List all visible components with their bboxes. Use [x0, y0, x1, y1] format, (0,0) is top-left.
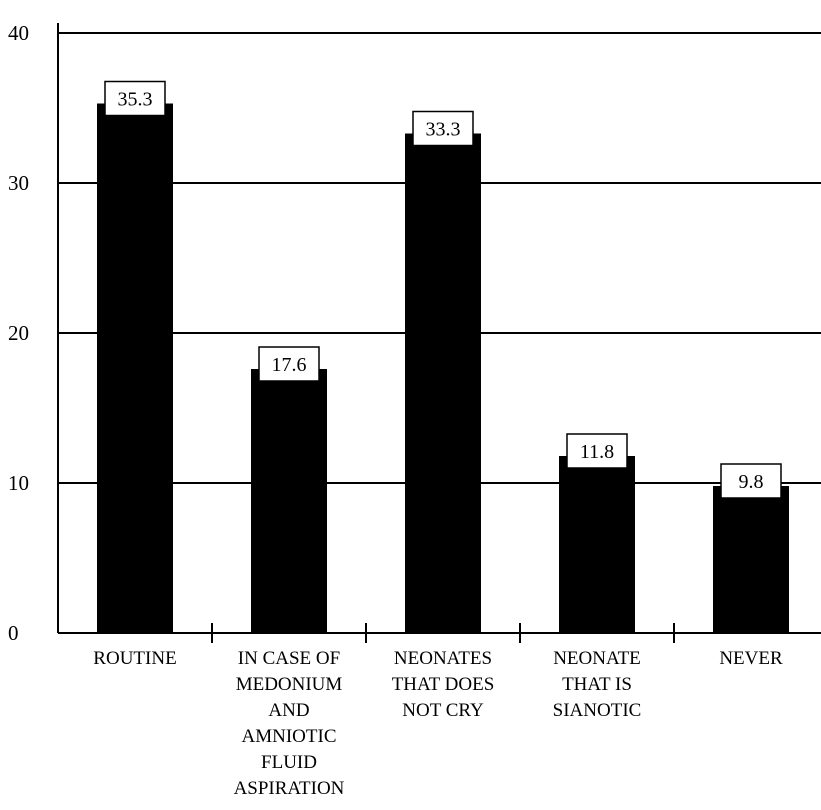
data-label-box	[566, 433, 628, 469]
category-label-line: THAT DOES	[392, 674, 495, 695]
data-label: 17.6	[272, 354, 307, 376]
category-label: IN CASE OF MEDONIUM AND AMNIOTIC FLUID ASPIRA…	[234, 648, 345, 799]
labels: 0 10 20 30 40 35.3 ROUTINE 17.6 IN CASE OF MEDONI…	[8, 21, 783, 799]
bar	[559, 456, 635, 633]
category-label-line: AMNIOTIC	[242, 726, 337, 747]
data-label-box	[258, 346, 320, 382]
category-label-line: MEDONIUM	[236, 674, 343, 695]
data-label-box	[412, 110, 474, 147]
bar	[251, 369, 327, 633]
y-tick-label: 30	[8, 171, 29, 195]
y-tick-label: 40	[8, 21, 29, 45]
data-label: 33.3	[426, 119, 461, 141]
y-tick-label: 10	[8, 471, 29, 495]
data-label-box	[720, 463, 782, 499]
category-label-line: FLUID	[261, 752, 317, 773]
category-label-line: IN CASE OF	[238, 648, 340, 669]
category-label-line: SIANOTIC	[553, 700, 642, 721]
data-label: 35.3	[118, 89, 153, 111]
category-label-line: NEONATES	[394, 648, 492, 669]
y-tick-label: 0	[8, 621, 19, 645]
category-label-line: ROUTINE	[93, 648, 176, 669]
category-label-line: ASPIRATION	[234, 778, 345, 799]
bar	[713, 486, 789, 633]
y-tick-label: 20	[8, 321, 29, 345]
data-label: 11.8	[580, 441, 614, 463]
category-label-line: AND	[268, 700, 309, 721]
data-label: 9.8	[739, 471, 764, 493]
bar	[97, 103, 173, 633]
category-label: NEVER	[719, 648, 783, 669]
data-label-box	[104, 80, 166, 117]
category-label-line: NOT CRY	[402, 700, 484, 721]
category-label: NEONATE THAT IS SIANOTIC	[553, 648, 642, 721]
bars	[97, 103, 789, 633]
category-label-line: THAT IS	[562, 674, 632, 695]
category-label-line: NEVER	[719, 648, 783, 669]
category-label: ROUTINE	[93, 648, 176, 669]
category-label: NEONATES THAT DOES NOT CRY	[392, 648, 495, 721]
bar	[405, 133, 481, 633]
category-label-line: NEONATE	[553, 648, 641, 669]
